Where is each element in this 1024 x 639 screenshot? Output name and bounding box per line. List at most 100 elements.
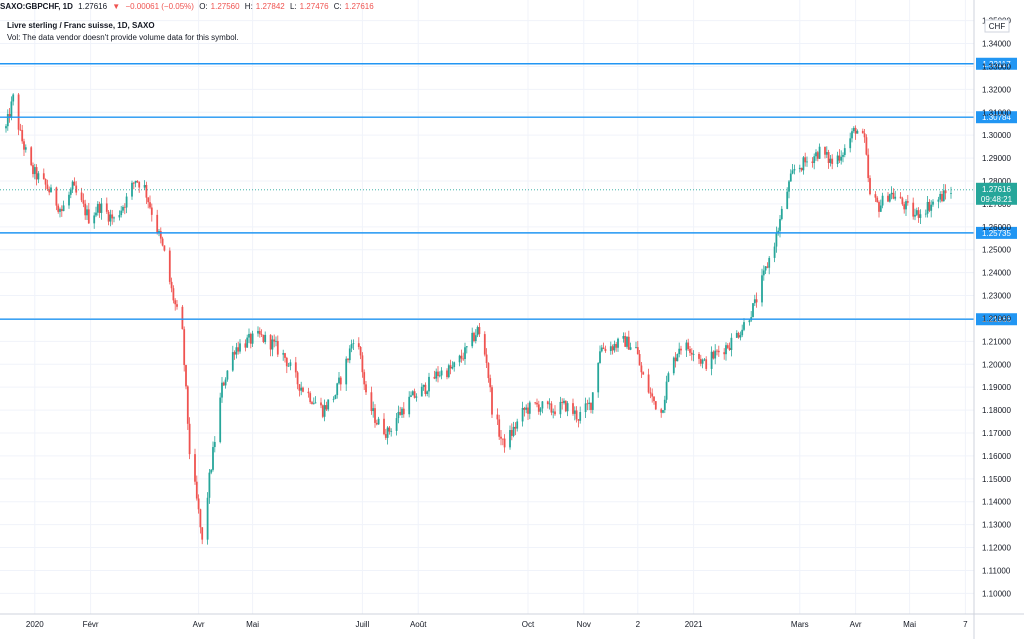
- candle-body: [12, 94, 15, 102]
- candle-body: [158, 231, 160, 233]
- candle-body: [257, 330, 259, 334]
- candle-body: [791, 170, 794, 174]
- candle-body: [653, 396, 655, 402]
- candle-body: [181, 306, 184, 330]
- candle-body: [942, 190, 945, 202]
- candle-body: [541, 401, 544, 409]
- candle-body: [600, 347, 603, 352]
- open-label: O:: [199, 2, 208, 11]
- candle-body: [752, 303, 754, 318]
- horizontal-levels[interactable]: 1.33117 1.30784 1.25735 1.21966: [0, 57, 1017, 326]
- ticker-symbol[interactable]: SAXO:GBPCHF, 1D: [0, 2, 73, 11]
- candle-body: [374, 408, 376, 423]
- candle-body: [311, 402, 313, 404]
- candle-body: [716, 350, 718, 352]
- candle-body: [219, 397, 222, 442]
- candle-body: [768, 257, 771, 268]
- time-axis[interactable]: 2020 Févr Avr Mai Juill Août Oct Nov 2 2021 Mars Av…: [26, 620, 968, 629]
- candle-body: [323, 405, 326, 417]
- candle-body: [33, 167, 36, 175]
- last-price-label: 1.27616: [982, 185, 1011, 194]
- candle-body: [813, 156, 816, 163]
- candle-body: [87, 209, 90, 224]
- candle-body: [132, 182, 135, 184]
- candle-body: [365, 384, 367, 393]
- candle-body: [854, 127, 857, 134]
- y-tick-label: 1.33000: [982, 62, 1011, 71]
- candle-body: [377, 418, 380, 425]
- candle-body: [761, 275, 763, 303]
- candle-body: [402, 408, 405, 415]
- candle-body: [197, 498, 200, 510]
- candle-body: [624, 336, 627, 347]
- candle-body: [550, 403, 553, 413]
- candle-body: [548, 403, 551, 405]
- candle-body: [473, 332, 475, 342]
- candle-body: [235, 347, 238, 355]
- candle-body: [680, 348, 682, 351]
- candle-body: [345, 358, 348, 385]
- candle-body: [836, 155, 839, 164]
- candle-body: [370, 392, 373, 412]
- candle-body: [237, 347, 240, 352]
- candle-body: [647, 374, 650, 393]
- candle-body: [901, 198, 904, 205]
- candle-body: [881, 195, 884, 206]
- candle-body: [906, 201, 909, 203]
- candle-body: [361, 355, 364, 373]
- candle-body: [338, 377, 340, 384]
- candle-body: [120, 210, 123, 216]
- candle-body: [42, 173, 45, 180]
- candle-body: [282, 353, 285, 355]
- candle-body: [174, 300, 177, 305]
- level-price-tag: [976, 57, 1017, 70]
- candle-body: [460, 355, 463, 359]
- candle-body: [815, 152, 817, 157]
- candle-body: [35, 167, 38, 180]
- candle-body: [577, 419, 580, 421]
- candle-body: [780, 208, 783, 220]
- candle-body: [728, 347, 731, 351]
- candle-body: [426, 391, 429, 394]
- candle-body: [827, 152, 830, 163]
- y-tick-label: 1.22000: [982, 314, 1011, 323]
- candle-body: [413, 391, 416, 398]
- candle-body: [320, 402, 322, 406]
- legend-title[interactable]: Livre sterling / Franc suisse, 1D, SAXO: [7, 21, 155, 30]
- candle-body: [213, 441, 216, 448]
- candle-body: [96, 203, 99, 213]
- candle-body: [528, 402, 531, 414]
- candle-body: [302, 387, 304, 392]
- candle-body: [793, 169, 796, 171]
- ticker-last: 1.27616: [78, 2, 108, 11]
- candle-body: [667, 373, 670, 382]
- y-tick-label: 1.18000: [982, 406, 1011, 415]
- candle-body: [566, 403, 569, 412]
- x-tick-label: 7: [963, 620, 968, 629]
- candle-body: [915, 210, 918, 215]
- candle-body: [777, 230, 780, 234]
- candle-body: [397, 411, 400, 419]
- candle-body: [309, 393, 312, 403]
- candle-body: [186, 386, 189, 424]
- candle-body: [352, 343, 355, 345]
- candle-body: [892, 192, 895, 199]
- candle-body: [210, 469, 213, 473]
- candle-body: [932, 201, 934, 205]
- candle-body: [84, 203, 87, 216]
- candle-body: [325, 405, 328, 410]
- candle-body: [930, 204, 933, 211]
- candle-body: [615, 343, 618, 348]
- candle-body: [401, 408, 403, 415]
- candle-body: [591, 392, 594, 410]
- candle-body: [849, 138, 852, 149]
- candle-body: [692, 353, 695, 355]
- y-tick-label: 1.13000: [982, 521, 1011, 530]
- candle-body: [894, 196, 897, 199]
- candle-body: [150, 207, 153, 215]
- candle-body: [510, 430, 513, 436]
- candle-body: [602, 347, 605, 349]
- candle-body: [622, 336, 625, 339]
- candle-body: [285, 357, 288, 367]
